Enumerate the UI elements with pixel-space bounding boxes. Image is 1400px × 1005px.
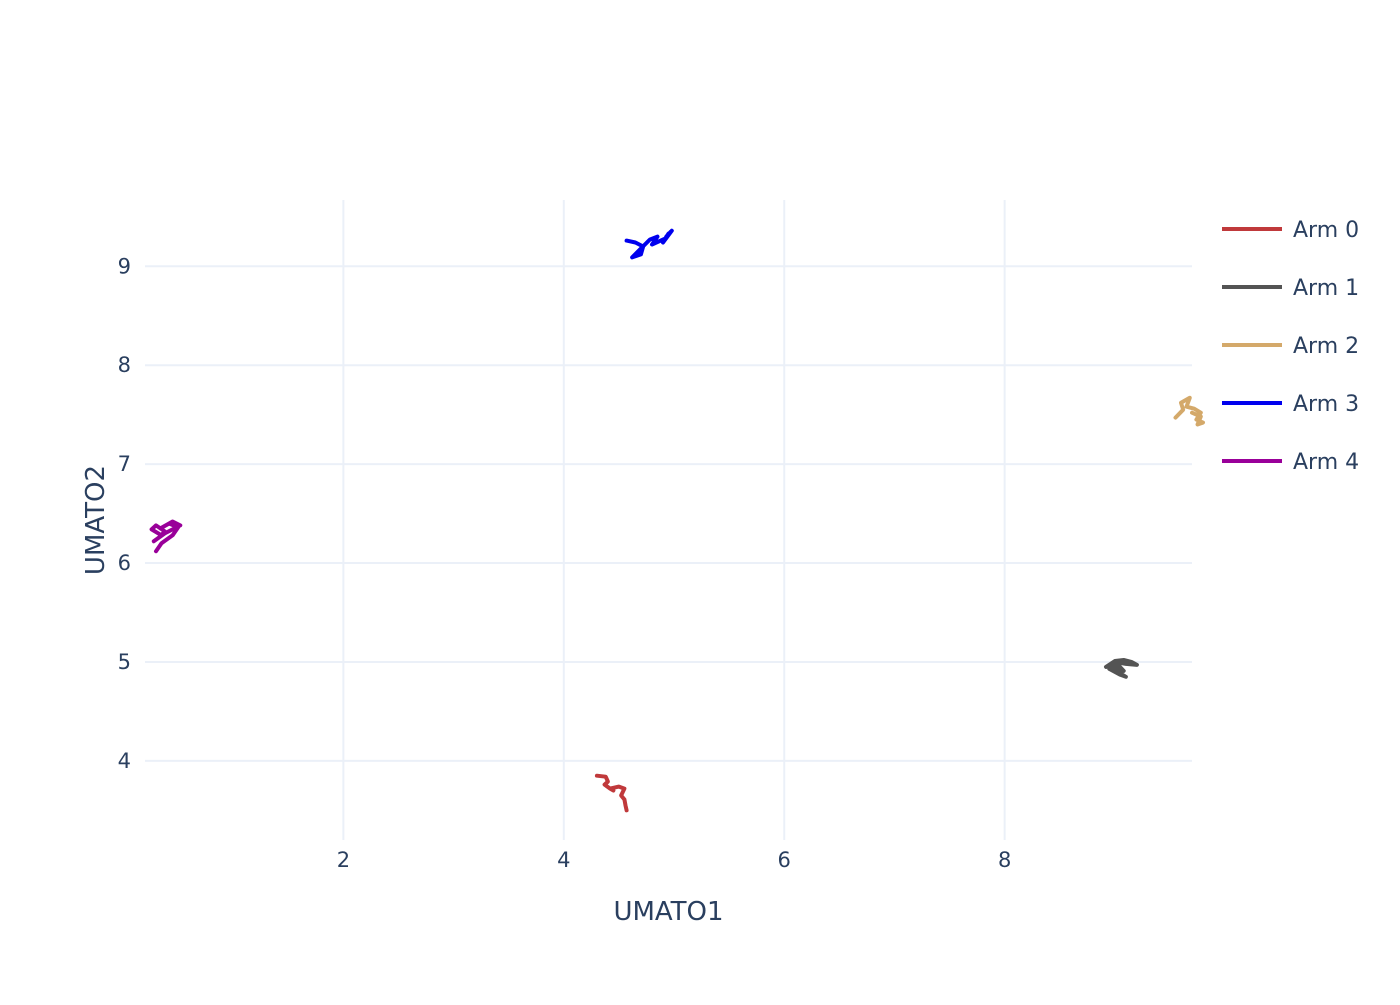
legend-label: Arm 3 [1293, 392, 1359, 417]
y-tick-label: 5 [118, 650, 131, 674]
y-tick-label: 9 [118, 254, 131, 278]
series-line-arm-4 [149, 519, 183, 554]
legend-item-arm-4[interactable]: Arm 4 [1222, 450, 1359, 475]
x-tick-label: 6 [778, 848, 791, 872]
legend-item-arm-2[interactable]: Arm 2 [1222, 334, 1359, 359]
y-tick-label: 7 [118, 452, 131, 476]
grid [145, 200, 1192, 840]
y-tick-label: 4 [118, 749, 131, 773]
legend-label: Arm 4 [1293, 450, 1359, 475]
series-line-arm-0 [594, 773, 629, 813]
y-tick-label: 8 [118, 353, 131, 377]
x-axis-title: UMATO1 [613, 897, 723, 927]
series-lines [149, 228, 1205, 813]
x-tick-label: 2 [337, 848, 350, 872]
x-tick-label: 4 [557, 848, 570, 872]
y-axis-title: UMATO2 [81, 465, 111, 575]
y-tick-label: 6 [118, 551, 131, 575]
legend-label: Arm 1 [1293, 276, 1359, 301]
legend-label: Arm 2 [1293, 334, 1359, 359]
legend-item-arm-1[interactable]: Arm 1 [1222, 276, 1359, 301]
legend-item-arm-0[interactable]: Arm 0 [1222, 218, 1359, 243]
legend[interactable]: Arm 0 Arm 1 Arm 2 Arm 3 Arm 4 [1222, 218, 1359, 475]
legend-item-arm-3[interactable]: Arm 3 [1222, 392, 1359, 417]
legend-label: Arm 0 [1293, 218, 1359, 243]
series-line-arm-2 [1173, 395, 1205, 427]
series-line-arm-3 [624, 228, 674, 260]
series-line-arm-1 [1104, 658, 1139, 679]
tick-labels: 2 4 6 8 4 5 6 7 8 9 [118, 254, 1012, 872]
x-tick-label: 8 [998, 848, 1011, 872]
